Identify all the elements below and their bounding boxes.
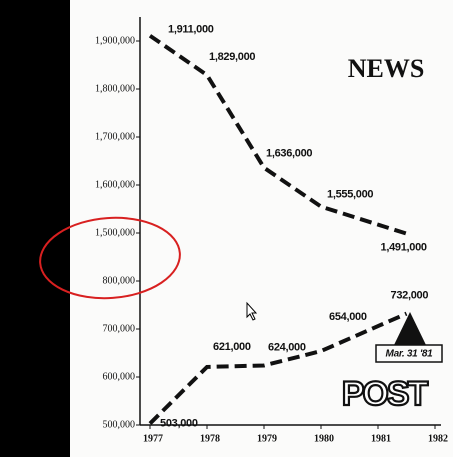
data-label: 1,636,000 bbox=[266, 148, 312, 160]
annotation-marker bbox=[394, 312, 426, 345]
news-label: NEWS bbox=[348, 54, 425, 83]
red-circle bbox=[39, 216, 181, 300]
x-tick-label: 1981 bbox=[371, 433, 391, 444]
data-label: 1,491,000 bbox=[381, 242, 427, 254]
y-tick-label: 1,700,000 bbox=[95, 131, 135, 142]
dark-margin bbox=[0, 0, 70, 457]
page bbox=[70, 0, 453, 457]
y-tick-label: 800,000 bbox=[103, 275, 136, 286]
data-label: 654,000 bbox=[329, 311, 367, 323]
mouse-cursor bbox=[246, 301, 258, 321]
x-tick-label: 1978 bbox=[200, 433, 220, 444]
y-tick-label: 1,600,000 bbox=[95, 179, 135, 190]
y-tick-label: 1,500,000 bbox=[95, 227, 135, 238]
data-label: 503,000 bbox=[160, 417, 198, 429]
x-tick-label: 1977 bbox=[143, 433, 163, 444]
data-label: 1,911,000 bbox=[168, 24, 214, 36]
data-label: 1,829,000 bbox=[209, 51, 255, 63]
annotation-box bbox=[375, 344, 443, 363]
y-tick-label: 1,900,000 bbox=[95, 35, 135, 46]
x-tick-label: 1982 bbox=[428, 433, 448, 444]
data-label: 1,555,000 bbox=[327, 189, 373, 201]
x-tick-label: 1979 bbox=[257, 433, 277, 444]
y-tick-label: 700,000 bbox=[103, 323, 136, 334]
y-tick-label: 500,000 bbox=[103, 419, 136, 430]
x-tick-label: 1980 bbox=[314, 433, 334, 444]
data-label: 732,000 bbox=[391, 290, 429, 302]
series-line bbox=[148, 311, 408, 425]
plot: 500,000 600,000 700,000 800,000 1,500,000 1,6… bbox=[95, 17, 448, 444]
y-tick-label: 1,800,000 bbox=[95, 83, 135, 94]
data-label: 621,000 bbox=[213, 341, 251, 353]
y-tick-label: 600,000 bbox=[103, 371, 136, 382]
series-line bbox=[148, 34, 408, 236]
data-label: 624,000 bbox=[268, 341, 306, 353]
post-label: POST bbox=[342, 375, 429, 413]
annotation: Mar. 31 '81 bbox=[386, 349, 434, 360]
